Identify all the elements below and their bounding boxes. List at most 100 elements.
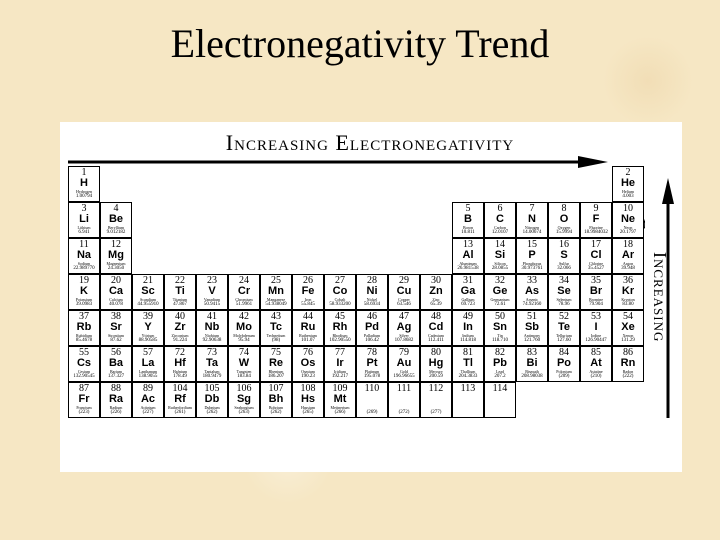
element-cell: 28 Ni Nickel 58.6934: [356, 274, 388, 310]
atomic-number: 17: [591, 239, 601, 250]
atomic-number: 5: [465, 203, 471, 214]
element-symbol: Ne: [620, 213, 636, 225]
element-cell: 39 Y Yttrium 88.90585: [132, 310, 164, 346]
element-name: Bohrium: [268, 405, 284, 410]
atomic-mass: 106.42: [365, 338, 379, 343]
element-name: Silicon: [494, 261, 506, 266]
atomic-number: 48: [431, 311, 441, 322]
element-cell: 74 W Tungsten 183.84: [228, 346, 260, 382]
atomic-mass: 87.62: [110, 338, 122, 343]
element-symbol: K: [80, 285, 88, 297]
atomic-mass: 190.23: [301, 374, 315, 379]
element-symbol: Ba: [108, 357, 124, 369]
atomic-mass: 12.0107: [491, 230, 509, 235]
element-symbol: Rh: [332, 321, 348, 333]
atomic-mass: (98): [271, 338, 281, 343]
element-cell: 3 Li Lithium 6.941: [68, 202, 100, 238]
element-cell: 12 Mg Magnesium 24.3050: [100, 238, 132, 274]
atomic-number: 33: [527, 275, 537, 286]
atomic-mass: 24.3050: [107, 266, 125, 271]
element-name: Astatine: [589, 369, 603, 374]
element-symbol: Db: [204, 393, 220, 405]
element-cell: 110 (269): [356, 382, 388, 418]
element-cell: 24 Cr Chromium 51.9961: [228, 274, 260, 310]
atomic-number: 51: [527, 311, 537, 322]
atomic-mass: 107.8682: [394, 338, 414, 343]
slide-title: Electronegativity Trend: [170, 21, 550, 66]
element-cell: 20 Ca Calcium 40.078: [100, 274, 132, 310]
element-name: Krypton: [621, 297, 635, 302]
element-cell: 76 Os Osmium 190.23: [292, 346, 324, 382]
atomic-mass: 208.98038: [521, 374, 543, 379]
element-cell: 57 La Lanthanum 138.9055: [132, 346, 164, 382]
atomic-mass: (209): [558, 374, 570, 379]
element-cell: 4 Be Beryllium 9.012182: [100, 202, 132, 238]
atomic-mass: 95.94: [238, 338, 250, 343]
element-symbol: As: [524, 285, 540, 297]
atomic-mass: 69.723: [461, 302, 475, 307]
atomic-number: 86: [623, 347, 633, 358]
element-symbol: Y: [144, 321, 152, 333]
atomic-mass: 126.90447: [585, 338, 607, 343]
element-cell: 55 Cs Cesium 132.90545: [68, 346, 100, 382]
element-symbol: H: [80, 177, 88, 189]
element-name: Gold: [400, 369, 408, 374]
atomic-number: 73: [207, 347, 217, 358]
element-cell: 87 Fr Francium (223): [68, 382, 100, 418]
element-cell: 107 Bh Bohrium (262): [260, 382, 292, 418]
element-cell: 75 Re Rhenium 186.207: [260, 346, 292, 382]
atomic-number: 77: [335, 347, 345, 358]
element-name: Bismuth: [525, 369, 539, 374]
element-name: Cadmium: [428, 333, 444, 338]
element-symbol: He: [620, 177, 636, 189]
element-cell: 10 Ne Neon 20.1797: [612, 202, 644, 238]
element-name: Copper: [398, 297, 410, 302]
atomic-number: 49: [463, 311, 473, 322]
element-symbol: Li: [79, 213, 89, 225]
periodic-table-figure: Increasing Electronegativity Increasing …: [60, 122, 682, 472]
element-name: Manganese: [266, 297, 286, 302]
atomic-number: 37: [79, 311, 89, 322]
element-name: Zirconium: [171, 333, 189, 338]
atomic-number: 23: [207, 275, 217, 286]
atomic-mass: 195.078: [363, 374, 381, 379]
atomic-number: 21: [143, 275, 153, 286]
element-cell: 49 In Indium 114.818: [452, 310, 484, 346]
atomic-mass: 183.84: [237, 374, 251, 379]
element-name: Xenon: [622, 333, 634, 338]
atomic-mass: 30.973761: [521, 266, 543, 271]
atomic-number: 105: [204, 383, 220, 394]
atomic-number: 107: [268, 383, 284, 394]
element-cell: 72 Hf Hafnium 178.49: [164, 346, 196, 382]
element-symbol: Fr: [78, 393, 90, 405]
element-symbol: Hf: [174, 357, 186, 369]
atomic-number: 15: [527, 239, 537, 250]
element-cell: 17 Cl Chlorine 35.4527: [580, 238, 612, 274]
atomic-number: 47: [399, 311, 409, 322]
atomic-number: 80: [431, 347, 441, 358]
element-symbol: Sb: [524, 321, 540, 333]
atomic-number: 74: [239, 347, 249, 358]
atomic-number: 1: [81, 167, 87, 178]
element-cell: 105 Db Dubnium (262): [196, 382, 228, 418]
element-cell: 14 Si Silicon 28.0855: [484, 238, 516, 274]
element-name: Beryllium: [107, 225, 125, 230]
element-cell: 43 Tc Technetium (98): [260, 310, 292, 346]
element-cell: 44 Ru Ruthenium 101.07: [292, 310, 324, 346]
element-name: Lithium: [77, 225, 91, 230]
element-name: Lanthanum: [138, 369, 158, 374]
element-name: Magnesium: [106, 261, 126, 266]
element-symbol: Os: [300, 357, 316, 369]
element-symbol: W: [238, 357, 250, 369]
element-symbol: Sg: [236, 393, 252, 405]
element-name: Phosphorus: [522, 261, 542, 266]
atomic-number: 85: [591, 347, 601, 358]
element-symbol: Ta: [205, 357, 219, 369]
element-name: Niobium: [204, 333, 220, 338]
element-symbol: Rf: [174, 393, 186, 405]
atomic-mass: 9.012182: [106, 230, 126, 235]
atomic-mass: 102.90550: [329, 338, 351, 343]
atomic-mass: 180.9479: [202, 374, 222, 379]
element-cell: 85 At Astatine (210): [580, 346, 612, 382]
element-symbol: Pd: [364, 321, 380, 333]
